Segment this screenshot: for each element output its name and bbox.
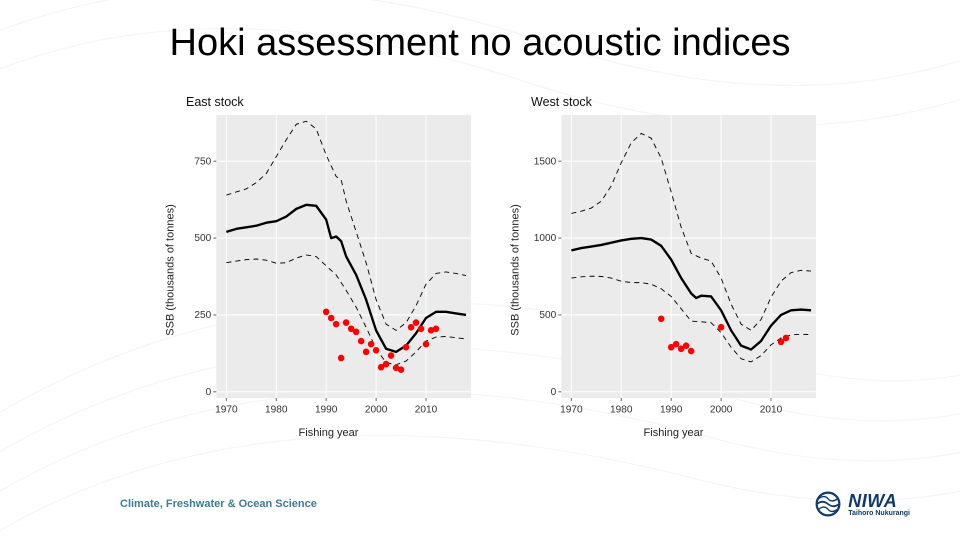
chart-east: SSB (thousands of tonnes) East stock 0 25… <box>160 95 475 445</box>
svg-text:750: 750 <box>194 156 211 167</box>
footer-tagline: Climate, Freshwater & Ocean Science <box>120 498 317 510</box>
xlabel-east: Fishing year <box>182 425 475 445</box>
svg-text:500: 500 <box>539 310 556 321</box>
svg-text:2010: 2010 <box>415 404 438 415</box>
svg-text:0: 0 <box>551 387 557 398</box>
plot-east: 0 250 500 750 1970 1980 1990 2000 2010 <box>182 113 475 425</box>
slide-title: Hoki assessment no acoustic indices <box>0 22 960 65</box>
svg-text:2000: 2000 <box>710 404 733 415</box>
chart-region: SSB (thousands of tonnes) East stock 0 25… <box>160 95 820 445</box>
svg-text:1990: 1990 <box>315 404 338 415</box>
svg-text:1500: 1500 <box>534 156 557 167</box>
chart-title-west: West stock <box>527 95 820 113</box>
globe-icon <box>814 490 842 518</box>
plot-west: 0 500 1000 1500 1970 1980 1990 2000 2010 <box>527 113 820 425</box>
svg-text:1970: 1970 <box>215 404 238 415</box>
chart-title-east: East stock <box>182 95 475 113</box>
svg-text:2010: 2010 <box>760 404 783 415</box>
svg-text:1980: 1980 <box>265 404 288 415</box>
svg-text:2000: 2000 <box>365 404 388 415</box>
svg-text:1990: 1990 <box>660 404 683 415</box>
svg-text:500: 500 <box>194 233 211 244</box>
chart-west: SSB (thousands of tonnes) West stock 0 50… <box>505 95 820 445</box>
svg-text:1000: 1000 <box>534 233 557 244</box>
ylabel-east: SSB (thousands of tonnes) <box>160 95 182 445</box>
svg-text:1970: 1970 <box>560 404 583 415</box>
xlabel-west: Fishing year <box>527 425 820 445</box>
brand-subtitle: Taihoro Nukurangi <box>848 510 910 517</box>
svg-text:250: 250 <box>194 310 211 321</box>
brand-logo: NIWA Taihoro Nukurangi <box>814 490 910 518</box>
svg-text:0: 0 <box>206 387 212 398</box>
ylabel-west: SSB (thousands of tonnes) <box>505 95 527 445</box>
brand-name: NIWA <box>848 492 910 510</box>
svg-text:1980: 1980 <box>610 404 633 415</box>
